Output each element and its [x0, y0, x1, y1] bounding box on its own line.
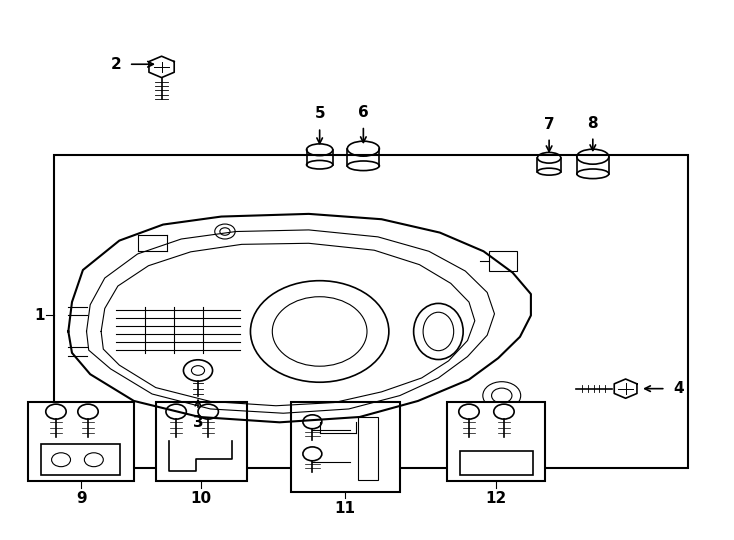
Bar: [447, 402, 545, 481]
Text: 9: 9: [76, 491, 87, 506]
Bar: [41, 444, 120, 475]
Bar: [156, 402, 247, 481]
Text: 2: 2: [111, 57, 122, 72]
Bar: [460, 451, 533, 475]
Text: 5: 5: [314, 106, 325, 122]
Text: 3: 3: [193, 415, 203, 430]
Text: 11: 11: [335, 502, 356, 516]
Text: 10: 10: [191, 491, 212, 506]
Text: 6: 6: [358, 105, 368, 120]
Bar: [29, 402, 134, 481]
Bar: [54, 155, 688, 468]
Text: 12: 12: [486, 491, 507, 506]
Text: 7: 7: [544, 117, 554, 132]
Text: 4: 4: [673, 381, 683, 396]
Text: 1: 1: [34, 308, 45, 323]
Text: 8: 8: [587, 116, 598, 131]
Bar: [357, 417, 378, 480]
Bar: [490, 251, 517, 271]
Bar: [291, 402, 400, 492]
